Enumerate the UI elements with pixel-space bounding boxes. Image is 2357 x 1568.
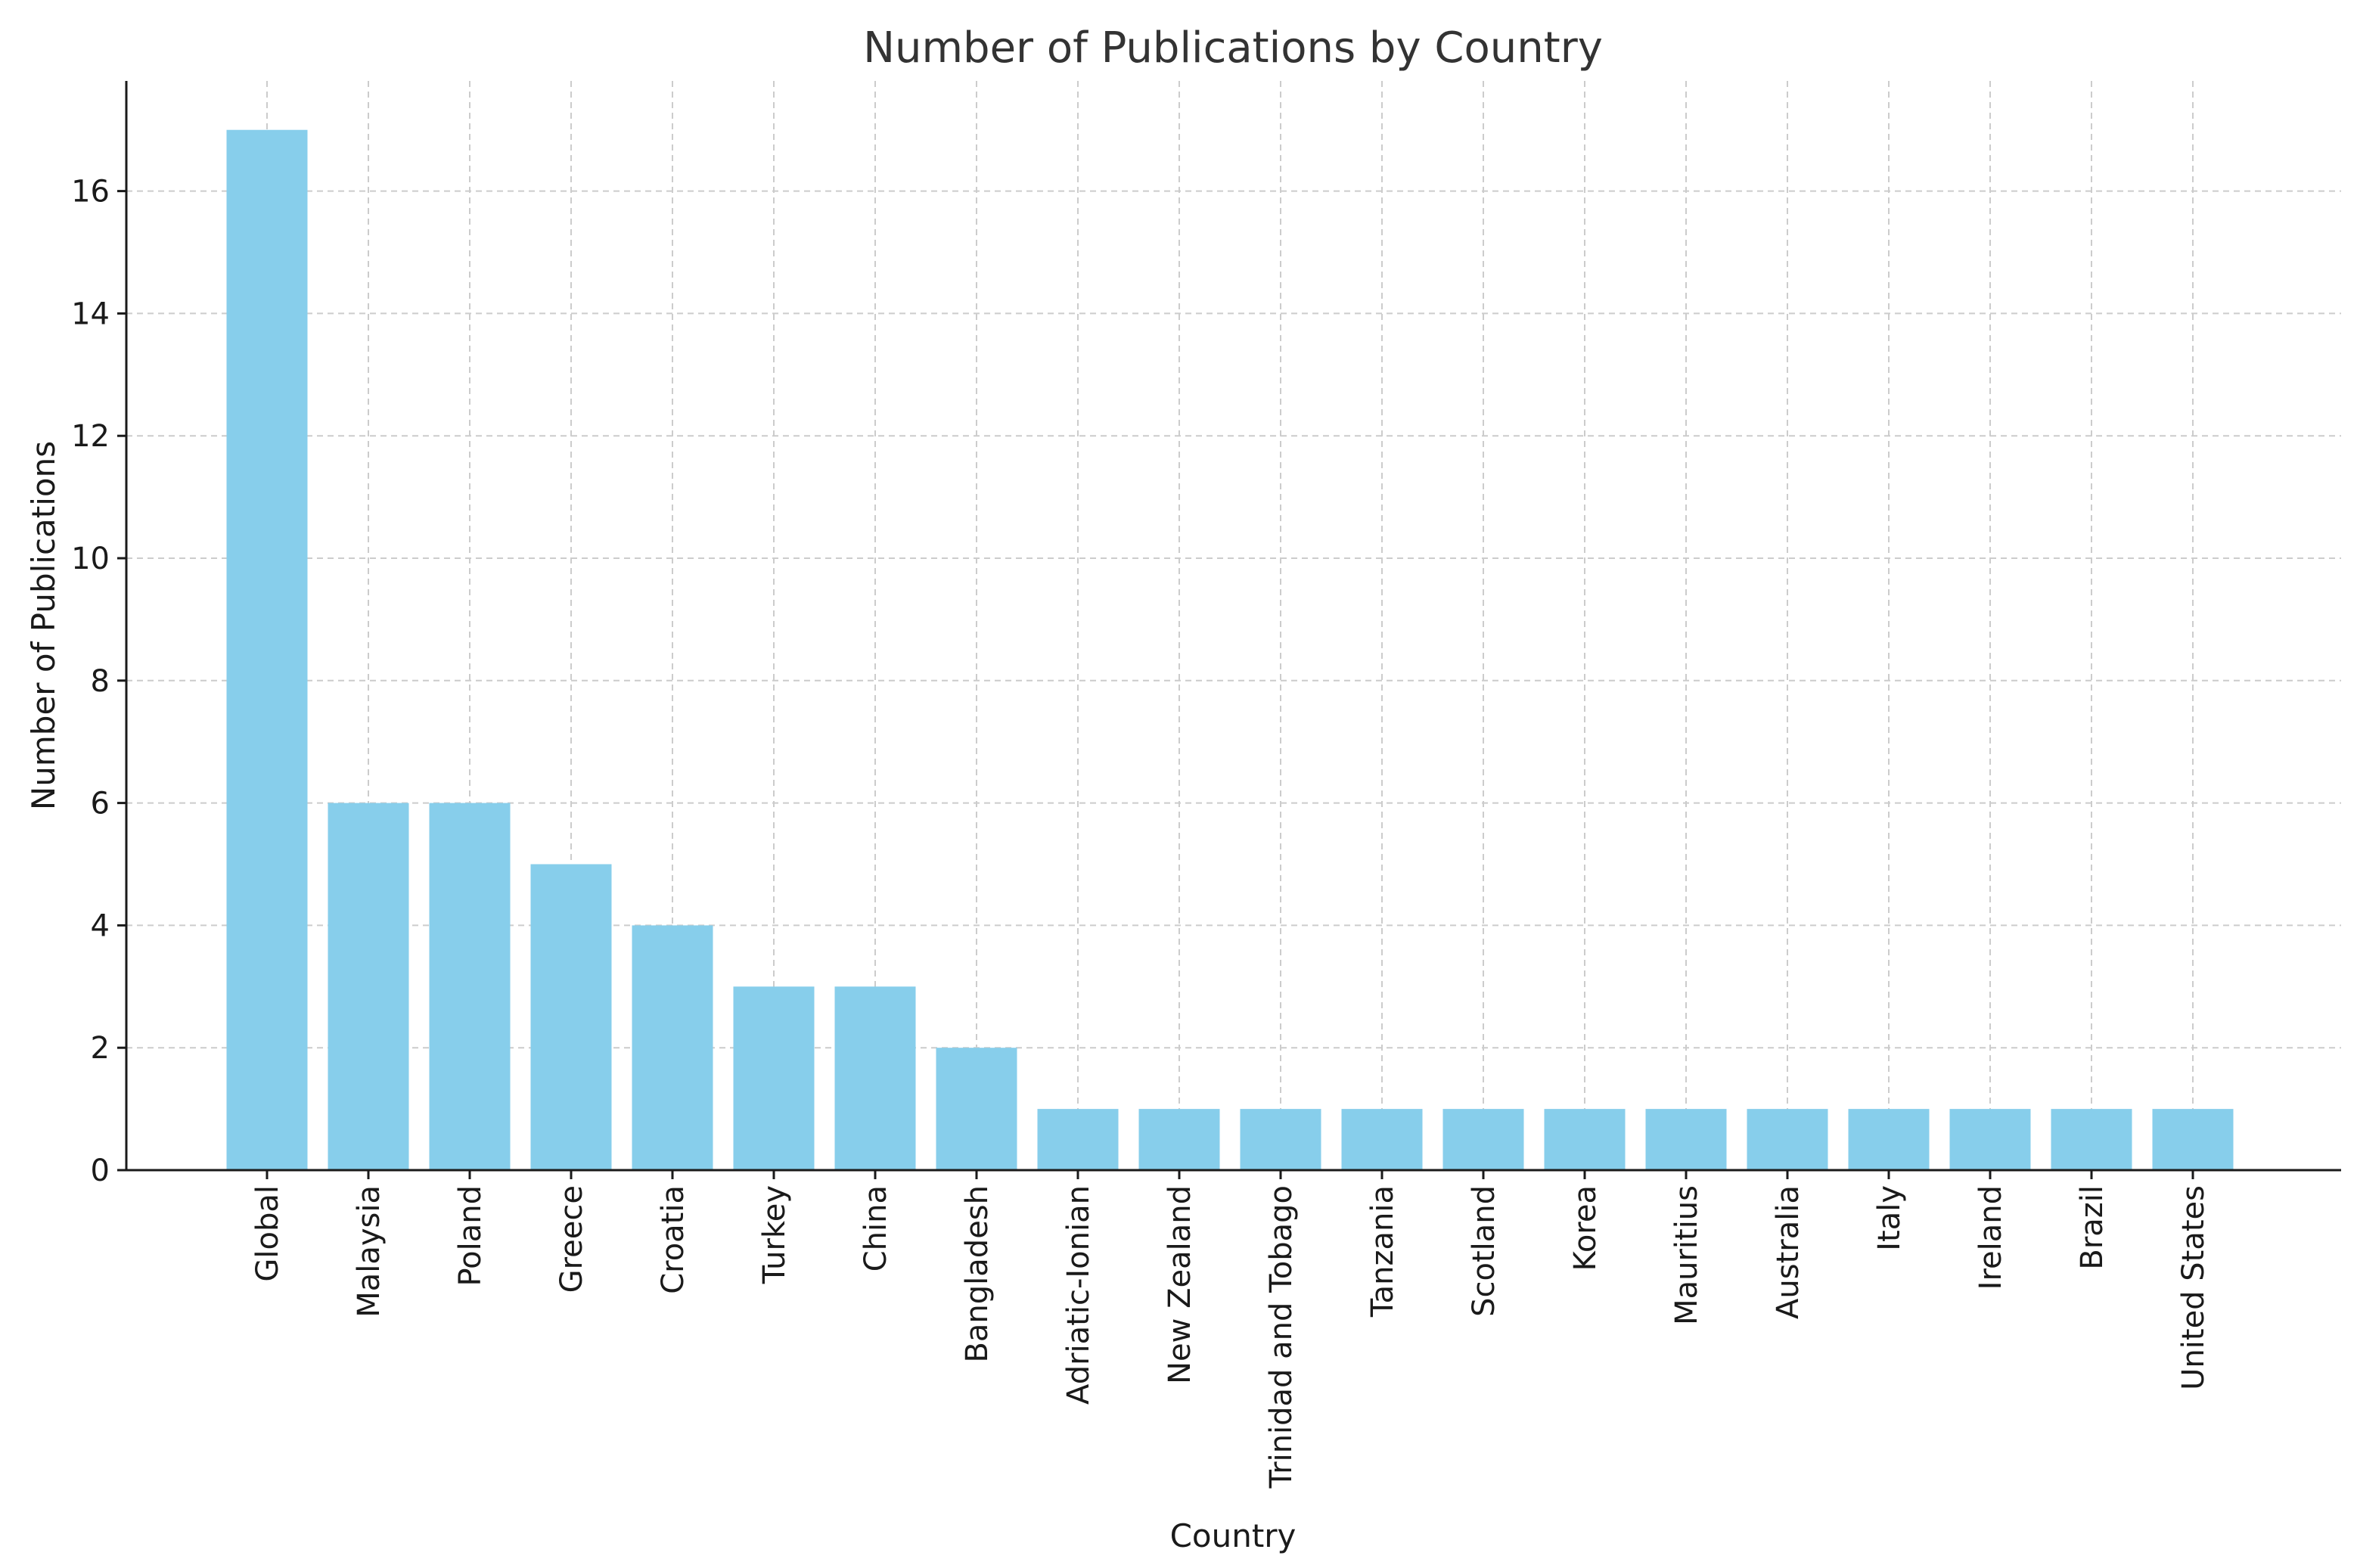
grid [126, 81, 2341, 1171]
chart-title: Number of Publications by Country [863, 23, 1603, 73]
bar [328, 803, 409, 1170]
bar [1645, 1109, 1727, 1170]
bar [1442, 1109, 1524, 1170]
x-axis-label: Country [1170, 1517, 1297, 1554]
y-tick-label: 6 [91, 787, 110, 821]
bar [530, 864, 612, 1170]
y-tick-label: 0 [91, 1153, 110, 1188]
bar [936, 1048, 1017, 1170]
axes [125, 81, 2341, 1172]
x-tick-label: Italy [1872, 1185, 1907, 1251]
y-tick-label: 10 [71, 542, 110, 576]
x-tick-label: Scotland [1467, 1185, 1501, 1317]
bar [226, 129, 308, 1170]
x-tick-label: Bangladesh [960, 1185, 995, 1363]
bar [1240, 1109, 1321, 1170]
bar [1848, 1109, 1930, 1170]
bar [1544, 1109, 1626, 1170]
x-tick-label: Tanzania [1365, 1185, 1400, 1318]
bar [2051, 1109, 2132, 1170]
x-tick-label: Mauritius [1669, 1185, 1704, 1325]
x-tick-label: Greece [554, 1185, 589, 1293]
bars [226, 129, 2234, 1170]
x-tick-label: Korea [1568, 1185, 1603, 1271]
bar [733, 986, 815, 1170]
x-tick-label: China [859, 1185, 893, 1271]
bar [1341, 1109, 1423, 1170]
bar [1949, 1109, 2031, 1170]
bar [2152, 1109, 2234, 1170]
bar [1747, 1109, 1828, 1170]
x-tick-label: Global [250, 1185, 285, 1282]
x-ticks: Global Malaysia Poland Greece Croatia Turkey C… [250, 1170, 2211, 1489]
x-tick-label: Malaysia [352, 1185, 387, 1318]
x-tick-label: Brazil [2075, 1185, 2110, 1270]
y-axis-label: Number of Publications [25, 441, 62, 810]
x-tick-label: Adriatic-Ionian [1061, 1185, 1096, 1405]
x-tick-label: Poland [453, 1185, 488, 1287]
x-tick-label: United States [2176, 1185, 2211, 1390]
bar [632, 925, 713, 1170]
bar [834, 986, 916, 1170]
y-tick-label: 4 [91, 908, 110, 943]
x-tick-label: Turkey [757, 1185, 792, 1284]
y-tick-label: 8 [91, 664, 110, 699]
x-tick-label: Croatia [656, 1185, 691, 1294]
y-tick-label: 2 [91, 1031, 110, 1066]
y-tick-label: 12 [71, 419, 110, 454]
bar [429, 803, 511, 1170]
x-tick-label: Ireland [1973, 1185, 2008, 1290]
x-tick-label: Australia [1771, 1185, 1806, 1319]
y-tick-label: 16 [71, 175, 110, 210]
bar [1138, 1109, 1220, 1170]
y-tick-label: 14 [71, 297, 110, 331]
y-ticks: 0 2 4 6 8 10 12 14 16 [71, 175, 126, 1188]
x-tick-label: Trinidad and Tobago [1264, 1185, 1299, 1489]
x-tick-label: New Zealand [1163, 1185, 1197, 1384]
bar [1037, 1109, 1119, 1170]
